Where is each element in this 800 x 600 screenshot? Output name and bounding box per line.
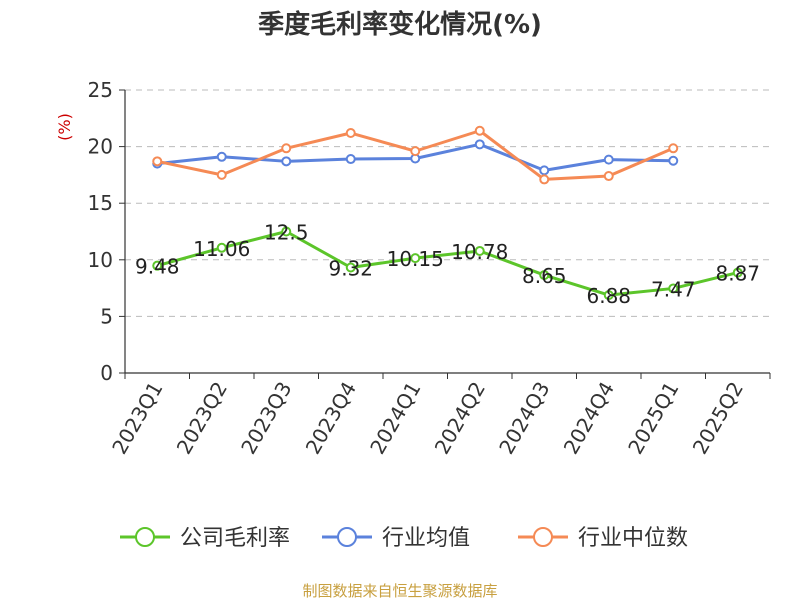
data-label: 9.48 <box>135 255 180 279</box>
data-point <box>152 260 163 271</box>
chart-title: 季度毛利率变化情况(%) <box>258 9 542 40</box>
y-tick-label: 0 <box>100 361 113 385</box>
y-tick-label: 15 <box>88 191 113 215</box>
data-label: 10.78 <box>451 240 508 264</box>
data-point <box>603 171 614 182</box>
legend: 公司毛利率 行业均值 行业中位数 <box>120 526 688 551</box>
data-point <box>281 143 292 154</box>
x-tick-label: 2023Q1 <box>107 378 167 459</box>
data-label: 8.65 <box>522 264 567 288</box>
y-tick-label: 20 <box>88 135 113 159</box>
y-tick-label: 25 <box>88 78 113 102</box>
data-point <box>152 156 163 167</box>
data-point <box>668 143 679 154</box>
x-tick-label: 2024Q2 <box>430 378 490 459</box>
x-tick-label: 2024Q1 <box>365 378 425 459</box>
data-point <box>474 245 485 256</box>
data-labels: 9.48 11.06 12.5 9.32 10.15 10.78 8.65 6.88 7.47 8… <box>135 221 760 309</box>
x-tick-label: 2023Q3 <box>236 378 296 459</box>
data-point <box>474 139 485 150</box>
y-tick-label: 10 <box>88 248 113 272</box>
data-point <box>410 253 421 264</box>
data-point <box>345 154 356 165</box>
data-point <box>474 125 485 136</box>
gridlines <box>125 89 770 317</box>
data-point <box>216 151 227 162</box>
legend-label: 公司毛利率 <box>180 526 290 551</box>
data-label: 10.15 <box>387 247 444 271</box>
series-lines <box>152 125 743 301</box>
legend-marker <box>135 527 155 547</box>
x-tick-label: 2023Q2 <box>172 378 232 459</box>
data-point <box>281 226 292 237</box>
data-point <box>539 270 550 281</box>
legend-marker <box>533 527 553 547</box>
axes <box>119 89 771 379</box>
legend-marker <box>337 527 357 547</box>
data-point <box>281 156 292 167</box>
data-label: 8.87 <box>715 262 760 286</box>
legend-label: 行业中位数 <box>578 526 688 551</box>
data-point <box>216 242 227 253</box>
data-point <box>539 165 550 176</box>
x-tick-label: 2025Q1 <box>623 378 683 459</box>
x-tick-label: 2023Q4 <box>301 378 361 459</box>
data-point <box>603 154 614 165</box>
data-point <box>539 174 550 185</box>
data-point <box>216 169 227 180</box>
y-tick-label: 5 <box>100 304 113 328</box>
data-label: 7.47 <box>651 277 696 301</box>
data-label: 12.5 <box>264 221 309 245</box>
data-label: 6.88 <box>586 284 631 308</box>
x-tick-labels: 2023Q1 2023Q2 2023Q3 2023Q4 2024Q1 2024Q2 2024… <box>107 378 748 459</box>
source-note: 制图数据来自恒生聚源数据库 <box>302 582 497 600</box>
x-tick-label: 2024Q4 <box>559 378 619 459</box>
data-point <box>732 267 743 278</box>
x-tick-label: 2025Q2 <box>688 378 748 459</box>
data-label: 11.06 <box>193 237 250 261</box>
data-point <box>345 262 356 273</box>
data-point <box>410 146 421 157</box>
data-point <box>345 128 356 139</box>
series-line-0 <box>156 230 739 297</box>
x-tick-label: 2024Q3 <box>494 378 554 459</box>
data-point <box>668 283 679 294</box>
y-axis-label: (%) <box>55 113 74 141</box>
y-tick-labels: 0 5 10 15 20 25 <box>88 78 113 385</box>
data-point <box>603 290 614 301</box>
data-label: 9.32 <box>328 256 373 280</box>
data-point <box>668 155 679 166</box>
legend-label: 行业均值 <box>382 526 470 551</box>
